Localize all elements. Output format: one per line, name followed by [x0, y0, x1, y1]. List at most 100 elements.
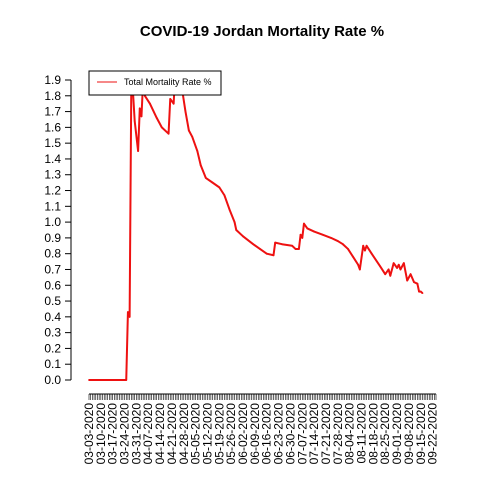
x-tick-label: 06-09-2020 [248, 403, 262, 465]
x-tick-label: 07-14-2020 [307, 403, 321, 465]
x-tick-label: 08-18-2020 [366, 403, 380, 465]
data-point [416, 282, 419, 285]
data-point [228, 208, 231, 211]
data-point [313, 230, 316, 233]
data-point [191, 135, 194, 138]
x-tick-label: 03-10-2020 [94, 403, 108, 465]
data-point [88, 379, 90, 381]
data-point [204, 176, 207, 179]
data-point [299, 233, 302, 236]
data-point [281, 243, 283, 246]
x-tick-label: 04-28-2020 [177, 403, 191, 465]
x-tick-label: 04-14-2020 [153, 403, 167, 465]
data-point [392, 262, 395, 265]
y-tick-label: 0.6 [44, 278, 61, 292]
data-point [303, 222, 305, 225]
legend-label: Total Mortality Rate % [124, 77, 212, 87]
data-point [396, 266, 398, 269]
x-tick-label: 03-31-2020 [129, 403, 143, 465]
x-tick-label: 06-16-2020 [260, 403, 274, 465]
x-tick-label: 09-22-2020 [426, 403, 440, 465]
y-tick-label: 0.5 [44, 294, 61, 308]
data-point [155, 116, 158, 119]
data-point [187, 129, 190, 132]
data-point [384, 273, 387, 276]
y-tick-label: 0.9 [44, 231, 61, 245]
x-tick-label: 08-11-2020 [355, 403, 369, 464]
plot-area [88, 71, 424, 381]
data-point [397, 263, 400, 266]
data-point [149, 102, 151, 105]
data-point [379, 265, 382, 268]
data-point [301, 236, 304, 239]
data-point [347, 248, 349, 250]
y-tick-label: 1.9 [44, 73, 61, 87]
y-tick-label: 1.4 [44, 152, 61, 166]
data-point [265, 252, 268, 255]
data-point [184, 110, 187, 113]
data-point [172, 102, 175, 105]
y-tick-label: 0.4 [44, 310, 61, 324]
series-line [89, 71, 424, 381]
data-point [252, 243, 255, 246]
data-point [128, 315, 131, 318]
data-point [125, 379, 128, 381]
x-axis: 03-03-202003-10-202003-17-202003-24-2020… [82, 393, 440, 465]
y-axis: 0.0 0.1 0.20.3 0.4 0.5 0.6 0.70.8 0.9 1.0 1.11.2 1… [44, 73, 72, 387]
x-tick-label: 06-02-2020 [236, 403, 250, 465]
data-point [137, 150, 139, 152]
data-point [330, 236, 332, 239]
y-tick-label: 0.3 [44, 326, 61, 340]
data-point [218, 186, 221, 189]
x-tick-label: 03-17-2020 [106, 403, 120, 465]
data-point [211, 181, 214, 184]
data-point [389, 274, 392, 277]
data-point [402, 262, 405, 265]
data-point [242, 235, 244, 238]
x-tick-label: 04-21-2020 [165, 403, 179, 465]
x-tick-label: 08-04-2020 [343, 403, 357, 465]
y-tick-label: 0.1 [44, 357, 61, 371]
data-point [306, 227, 309, 230]
y-tick-label: 1.7 [44, 105, 61, 119]
x-tick-label: 07-07-2020 [295, 403, 309, 465]
data-point [364, 249, 366, 252]
x-tick-label: 09-08-2020 [402, 403, 416, 465]
y-tick-label: 0.8 [44, 247, 61, 261]
y-tick-label: 1.2 [44, 184, 61, 198]
data-point [272, 254, 275, 257]
data-point [358, 268, 361, 271]
y-tick-label: 0.7 [44, 262, 61, 276]
data-point [342, 243, 344, 246]
x-tick-label: 05-26-2020 [224, 403, 238, 465]
data-point [127, 311, 129, 314]
data-point [199, 164, 202, 167]
data-point [291, 244, 294, 247]
data-point [421, 292, 424, 295]
data-point [409, 273, 412, 276]
data-point [413, 281, 415, 284]
x-tick-label: 03-03-2020 [82, 403, 96, 465]
y-tick-label: 0.0 [44, 373, 61, 387]
data-point [294, 248, 297, 250]
x-tick-label: 06-23-2020 [272, 403, 286, 465]
data-point [233, 221, 236, 224]
x-tick-label: 05-12-2020 [200, 403, 214, 465]
y-tick-label: 1.3 [44, 168, 61, 182]
data-point [418, 290, 420, 293]
y-tick-label: 1.0 [44, 215, 61, 229]
y-tick-label: 0.2 [44, 341, 61, 355]
x-tick-label: 07-28-2020 [331, 403, 345, 465]
data-point [140, 115, 143, 118]
x-tick-label: 03-24-2020 [118, 403, 132, 465]
data-point [357, 263, 360, 266]
data-point [235, 229, 238, 231]
data-point [362, 244, 365, 247]
data-point [370, 252, 373, 255]
x-tick-label: 06-30-2020 [283, 403, 297, 465]
chart-title: COVID-19 Jordan Mortality Rate % [140, 23, 384, 40]
x-tick-label: 05-05-2020 [189, 403, 203, 465]
x-tick-label: 08-25-2020 [378, 403, 392, 465]
data-point [419, 290, 422, 293]
